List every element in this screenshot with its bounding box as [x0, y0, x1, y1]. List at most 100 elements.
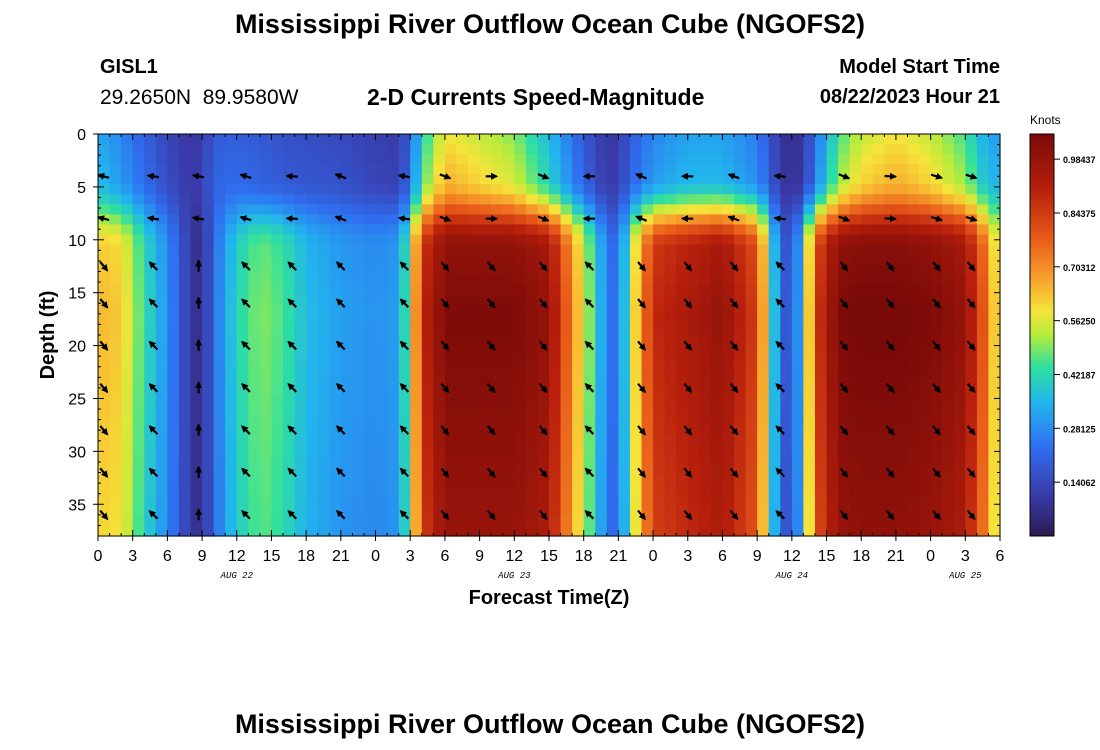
- heatmap-cell: [988, 335, 1001, 346]
- heatmap-cell: [757, 204, 770, 215]
- heatmap-cell: [560, 385, 573, 396]
- heatmap-cell: [780, 375, 793, 386]
- heatmap-cell: [953, 515, 966, 527]
- heatmap-cell: [780, 465, 793, 477]
- heatmap-cell: [525, 154, 539, 165]
- heatmap-cell: [976, 184, 990, 195]
- heatmap-cell: [271, 164, 284, 175]
- x-tick-label: 18: [297, 548, 315, 565]
- current-vector-arrow: [486, 261, 496, 272]
- heatmap-cell: [942, 174, 955, 185]
- heatmap-cell: [144, 324, 157, 336]
- heatmap-cell: [98, 395, 111, 406]
- heatmap-cell: [121, 314, 134, 326]
- heatmap-cell: [155, 355, 168, 366]
- heatmap-cell: [734, 174, 747, 185]
- heatmap-cell: [606, 304, 619, 316]
- heatmap-cell: [838, 134, 851, 145]
- heatmap-cell: [444, 304, 458, 316]
- heatmap-cell: [98, 134, 111, 145]
- heatmap-cell: [745, 505, 758, 517]
- heatmap-cell: [398, 485, 411, 497]
- heatmap-cell: [259, 134, 273, 145]
- heatmap-cell: [294, 445, 307, 457]
- heatmap-cell: [306, 304, 319, 316]
- heatmap-cell: [340, 395, 354, 406]
- heatmap-cell: [629, 475, 643, 487]
- heatmap-cell: [757, 435, 770, 447]
- heatmap-cell: [259, 224, 273, 236]
- heatmap-cell: [872, 385, 885, 396]
- heatmap-cell: [965, 395, 978, 406]
- heatmap-cell: [398, 264, 411, 276]
- heatmap-cell: [121, 445, 134, 457]
- current-vector-arrow: [637, 261, 646, 272]
- heatmap-cell: [629, 335, 643, 346]
- current-vector-arrow: [538, 382, 548, 394]
- heatmap-cell: [710, 154, 724, 165]
- heatmap-cell: [791, 345, 805, 356]
- current-vector-arrow: [486, 298, 496, 309]
- heatmap-cell: [444, 164, 458, 175]
- heatmap-cell: [444, 294, 458, 306]
- current-vector-arrow: [839, 509, 849, 521]
- heatmap-cell: [121, 525, 134, 537]
- heatmap-cell: [919, 154, 932, 165]
- heatmap-cell: [98, 415, 111, 427]
- heatmap-cell: [410, 475, 423, 487]
- heatmap-cell: [965, 445, 978, 457]
- heatmap-cell: [213, 435, 226, 447]
- heatmap-cell: [710, 204, 724, 215]
- heatmap-cell: [271, 274, 284, 286]
- heatmap-cell: [375, 234, 388, 246]
- heatmap-cell: [167, 174, 180, 185]
- heatmap-cell: [144, 435, 157, 447]
- heatmap-cell: [306, 264, 319, 276]
- heatmap-cell: [988, 314, 1001, 326]
- heatmap-cell: [572, 375, 585, 386]
- heatmap-cell: [583, 194, 596, 205]
- heatmap-cell: [745, 184, 758, 195]
- heatmap-cell: [121, 355, 134, 366]
- heatmap-cell: [109, 154, 122, 165]
- heatmap-cell: [456, 485, 469, 497]
- heatmap-cell: [491, 204, 504, 215]
- heatmap-cell: [109, 525, 122, 537]
- heatmap-cell: [965, 505, 978, 517]
- heatmap-cell: [699, 485, 712, 497]
- heatmap-cell: [791, 144, 805, 155]
- heatmap-cell: [468, 455, 481, 467]
- heatmap-cell: [271, 415, 284, 427]
- heatmap-cell: [757, 314, 770, 326]
- heatmap-cell: [826, 375, 839, 386]
- heatmap-cell: [976, 505, 990, 517]
- heatmap-cell: [919, 485, 932, 497]
- heatmap-cell: [768, 214, 781, 226]
- heatmap-cell: [849, 234, 862, 246]
- heatmap-cell: [653, 385, 666, 396]
- heatmap-cell: [213, 405, 226, 416]
- heatmap-cell: [687, 244, 700, 256]
- heatmap-cell: [491, 455, 504, 467]
- heatmap-cell: [872, 415, 885, 427]
- heatmap-cell: [942, 335, 955, 346]
- heatmap-cell: [722, 335, 735, 346]
- heatmap-cell: [410, 385, 423, 396]
- current-vector-arrow: [287, 298, 297, 308]
- heatmap-cell: [768, 254, 781, 266]
- heatmap-cell: [583, 324, 596, 336]
- heatmap-cell: [687, 495, 700, 507]
- heatmap-cell: [722, 274, 735, 286]
- heatmap-cell: [525, 234, 539, 246]
- heatmap-cell: [861, 505, 874, 517]
- heatmap-cell: [976, 485, 990, 497]
- heatmap-cell: [699, 244, 712, 256]
- heatmap-cell: [768, 224, 781, 236]
- heatmap-cell: [109, 445, 122, 457]
- heatmap-cell: [456, 224, 469, 236]
- heatmap-cell: [884, 144, 897, 155]
- heatmap-cell: [398, 515, 411, 527]
- heatmap-cell: [479, 284, 492, 296]
- heatmap-cell: [780, 264, 793, 276]
- current-vectors: [97, 172, 978, 521]
